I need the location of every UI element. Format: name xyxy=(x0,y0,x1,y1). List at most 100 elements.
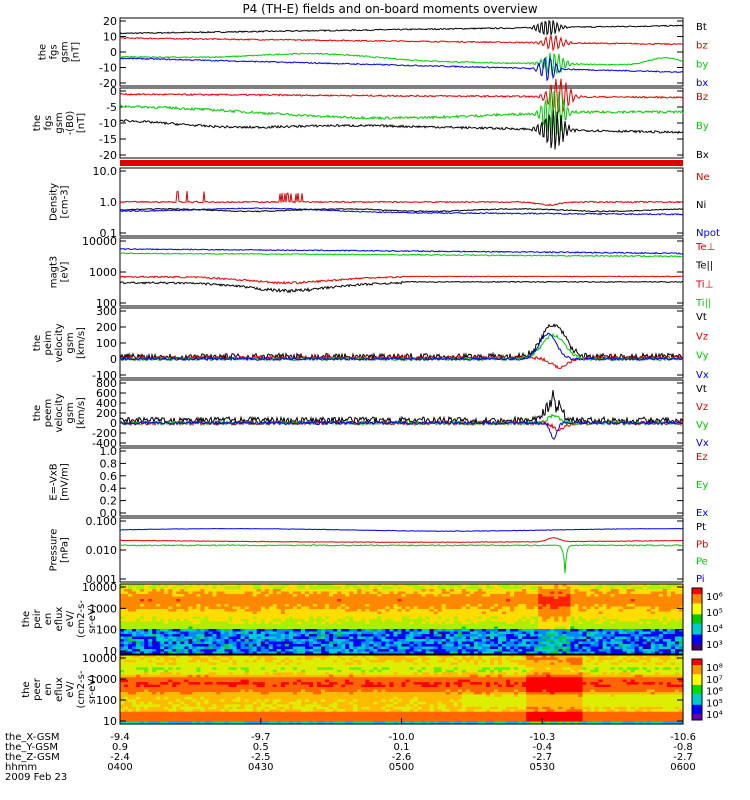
spectrogram-cell xyxy=(140,606,145,610)
spectrogram-cell xyxy=(244,626,250,630)
spectrogram-cell xyxy=(606,609,612,613)
spectrogram-cell xyxy=(232,624,238,628)
spectrogram-cell xyxy=(192,699,197,703)
spectrogram-cell xyxy=(566,624,571,628)
spectrogram-cell xyxy=(679,586,684,590)
spectrogram-cell xyxy=(594,591,600,595)
spectrogram-cell xyxy=(180,624,185,628)
spectrogram-cell xyxy=(224,644,230,648)
spectrogram-cell xyxy=(679,629,684,633)
spectrogram-cell xyxy=(614,611,620,615)
spectrogram-cell xyxy=(176,626,181,630)
spectrogram-cell xyxy=(445,629,451,633)
spectrogram-cell xyxy=(204,721,209,725)
spectrogram-cell xyxy=(305,609,310,613)
spectrogram-cell xyxy=(538,624,543,628)
panel-frame xyxy=(119,307,684,379)
spectrogram-cell xyxy=(453,591,459,595)
spectrogram-cell xyxy=(168,596,173,600)
spectrogram-cell xyxy=(313,624,318,628)
spectrogram-cell xyxy=(204,594,209,598)
spectrogram-cell xyxy=(477,616,483,620)
spectrogram-cell xyxy=(409,599,415,603)
spectrogram-cell xyxy=(401,639,407,643)
spectrogram-cell xyxy=(216,667,222,671)
spectrogram-cell xyxy=(654,631,660,635)
spectrogram-cell xyxy=(224,589,230,593)
y-axis-label: eflux xyxy=(54,607,65,632)
spectrogram-cell xyxy=(642,646,648,650)
spectrogram-cell xyxy=(425,636,431,640)
spectrogram-cell xyxy=(244,621,250,625)
spectrogram-cell xyxy=(256,641,262,645)
spectrogram-cell xyxy=(582,616,588,620)
spectrogram-cell xyxy=(152,649,157,653)
spectrogram-cell xyxy=(172,609,177,613)
y-tick-label: -400 xyxy=(92,437,117,450)
spectrogram-cell xyxy=(670,599,676,603)
spectrogram-cell xyxy=(148,674,153,678)
spectrogram-cell xyxy=(365,639,370,643)
spectrogram-cell xyxy=(132,599,137,603)
spectrogram-cell xyxy=(618,619,624,623)
spectrogram-cell xyxy=(220,684,226,688)
spectrogram-cell xyxy=(405,626,411,630)
spectrogram-cell xyxy=(208,629,214,633)
spectrogram-cell xyxy=(120,694,125,698)
spectrogram-cell xyxy=(128,644,133,648)
spectrogram-cell xyxy=(453,624,459,628)
spectrogram-cell xyxy=(120,657,125,661)
spectrogram-cell xyxy=(276,646,282,650)
spectrogram-cell xyxy=(345,644,350,648)
spectrogram-cell xyxy=(606,601,612,605)
spectrogram-cell xyxy=(120,614,125,618)
spectrogram-cell xyxy=(168,721,173,725)
spectrogram-cell xyxy=(325,649,330,653)
spectrogram-cell xyxy=(494,621,499,625)
spectrogram-cell xyxy=(606,639,612,643)
spectrogram-cell xyxy=(180,619,185,623)
spectrogram-cell xyxy=(502,601,507,605)
spectrogram-cell xyxy=(469,591,475,595)
spectrogram-cell xyxy=(385,646,390,650)
spectrogram-cell xyxy=(373,624,378,628)
spectrogram-cell xyxy=(506,619,511,623)
spectrogram-cell xyxy=(184,606,189,610)
spectrogram-cell xyxy=(618,621,624,625)
spectrogram-cell xyxy=(260,609,266,613)
spectrogram-cell xyxy=(385,609,390,613)
spectrogram-cell xyxy=(156,714,161,718)
spectrogram-cell xyxy=(132,684,137,688)
spectrogram-cell xyxy=(485,611,491,615)
spectrogram-cell xyxy=(321,639,326,643)
spectrogram-cell xyxy=(405,611,411,615)
spectrogram-cell xyxy=(401,601,407,605)
spectrogram-cell xyxy=(554,584,559,588)
legend-entry-by: by xyxy=(696,59,708,70)
spectrogram-cell xyxy=(634,629,640,633)
spectrogram-cell xyxy=(594,651,600,655)
spectrogram-cell xyxy=(566,606,571,610)
spectrogram-cell xyxy=(128,657,133,661)
spectrogram-cell xyxy=(144,714,149,718)
spectrogram-cell xyxy=(208,699,214,703)
spectrogram-cell xyxy=(421,649,427,653)
spectrogram-cell xyxy=(578,619,583,623)
y-tick-label: 1.0 xyxy=(100,445,118,458)
spectrogram-cell xyxy=(329,596,334,600)
spectrogram-cell xyxy=(634,609,640,613)
spectrogram-cell xyxy=(188,682,193,686)
spectrogram-cell xyxy=(248,609,254,613)
spectrogram-cell xyxy=(409,596,415,600)
spectrogram-cell xyxy=(220,672,226,676)
spectrogram-cell xyxy=(433,646,439,650)
spectrogram-cell xyxy=(200,677,205,681)
spectrogram-cell xyxy=(566,604,571,608)
spectrogram-cell xyxy=(232,621,238,625)
spectrogram-cell xyxy=(473,636,479,640)
spectrogram-cell xyxy=(481,626,487,630)
spectrogram-cell xyxy=(192,704,197,708)
spectrogram-cell xyxy=(578,644,583,648)
spectrogram-cell xyxy=(626,641,632,645)
spectrogram-cell xyxy=(510,596,515,600)
